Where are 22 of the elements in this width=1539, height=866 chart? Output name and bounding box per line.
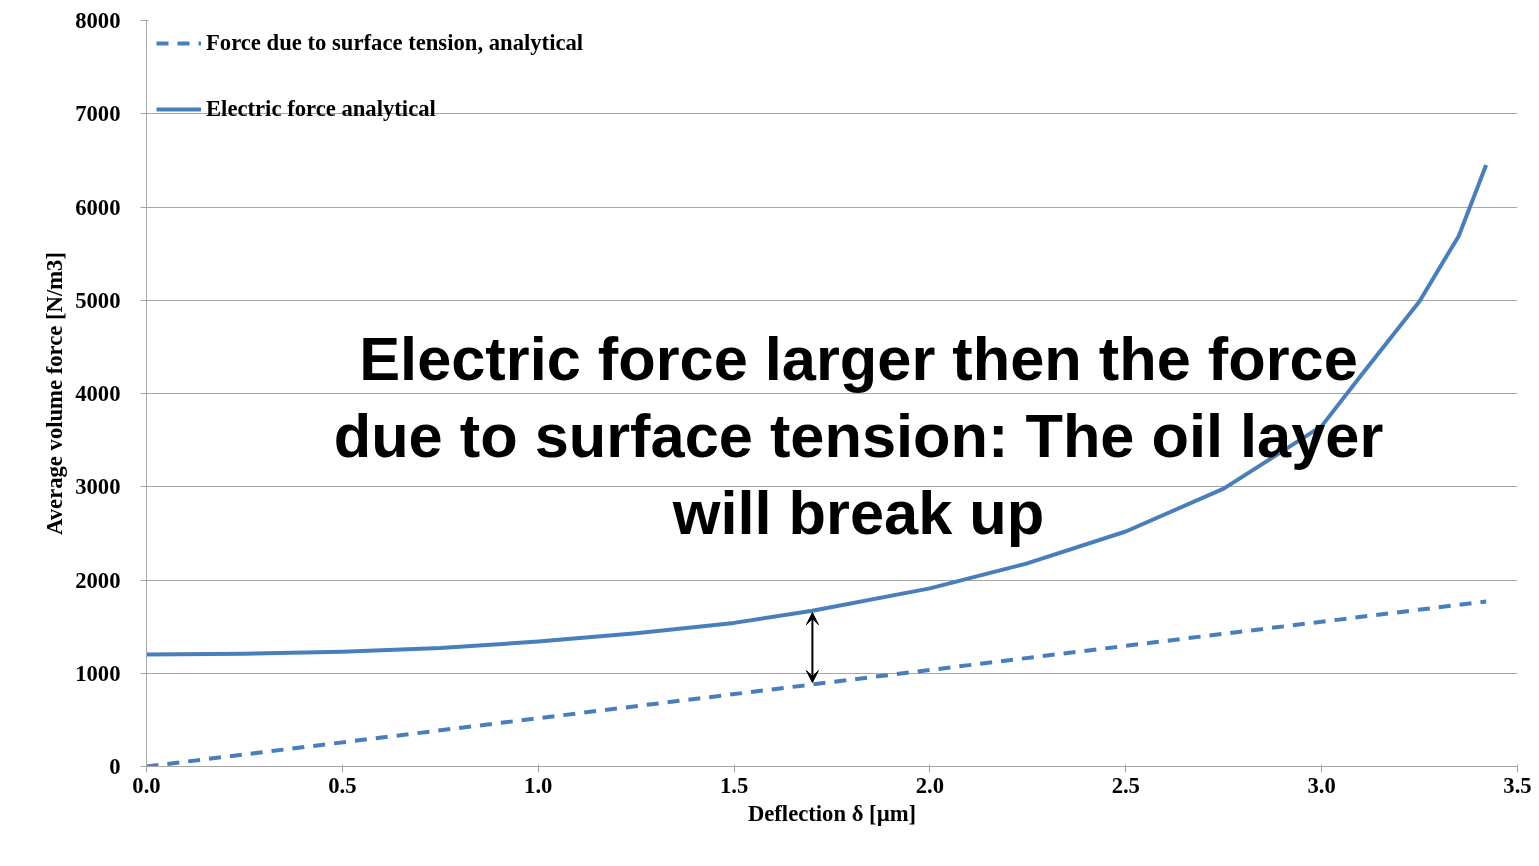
y-tick-label: 7000 [75, 101, 121, 127]
y-tick-label: 0 [109, 754, 121, 779]
line-series [146, 163, 1489, 657]
y-tick-label: 8000 [75, 8, 121, 33]
y-tick-label: 3000 [75, 474, 121, 500]
x-tick-label: 2.5 [1111, 772, 1140, 798]
legend-label: Electric force analytical [206, 96, 436, 122]
legend-label: Force due to surface tension, analytical [206, 30, 584, 56]
x-tick-label: 2.0 [915, 772, 945, 798]
x-tick-label: 3.5 [1503, 772, 1532, 798]
y-tick-label: 6000 [75, 194, 121, 220]
y-tick-label: 5000 [75, 287, 121, 313]
x-tick-label: 0.0 [132, 772, 161, 798]
y-tick-label: 1000 [75, 660, 121, 686]
x-tick-label: 1.0 [524, 772, 553, 798]
x-axis-title: Deflection δ [µm] [747, 800, 917, 826]
y-axis-title: Average volume force [N/m3] [42, 252, 68, 535]
x-tick-label: 3.0 [1307, 772, 1336, 798]
x-tick-label: 0.5 [328, 772, 357, 798]
y-tick-label: 2000 [75, 567, 121, 593]
x-tick-label: 1.5 [719, 772, 749, 798]
y-tick-label: 4000 [75, 381, 121, 406]
